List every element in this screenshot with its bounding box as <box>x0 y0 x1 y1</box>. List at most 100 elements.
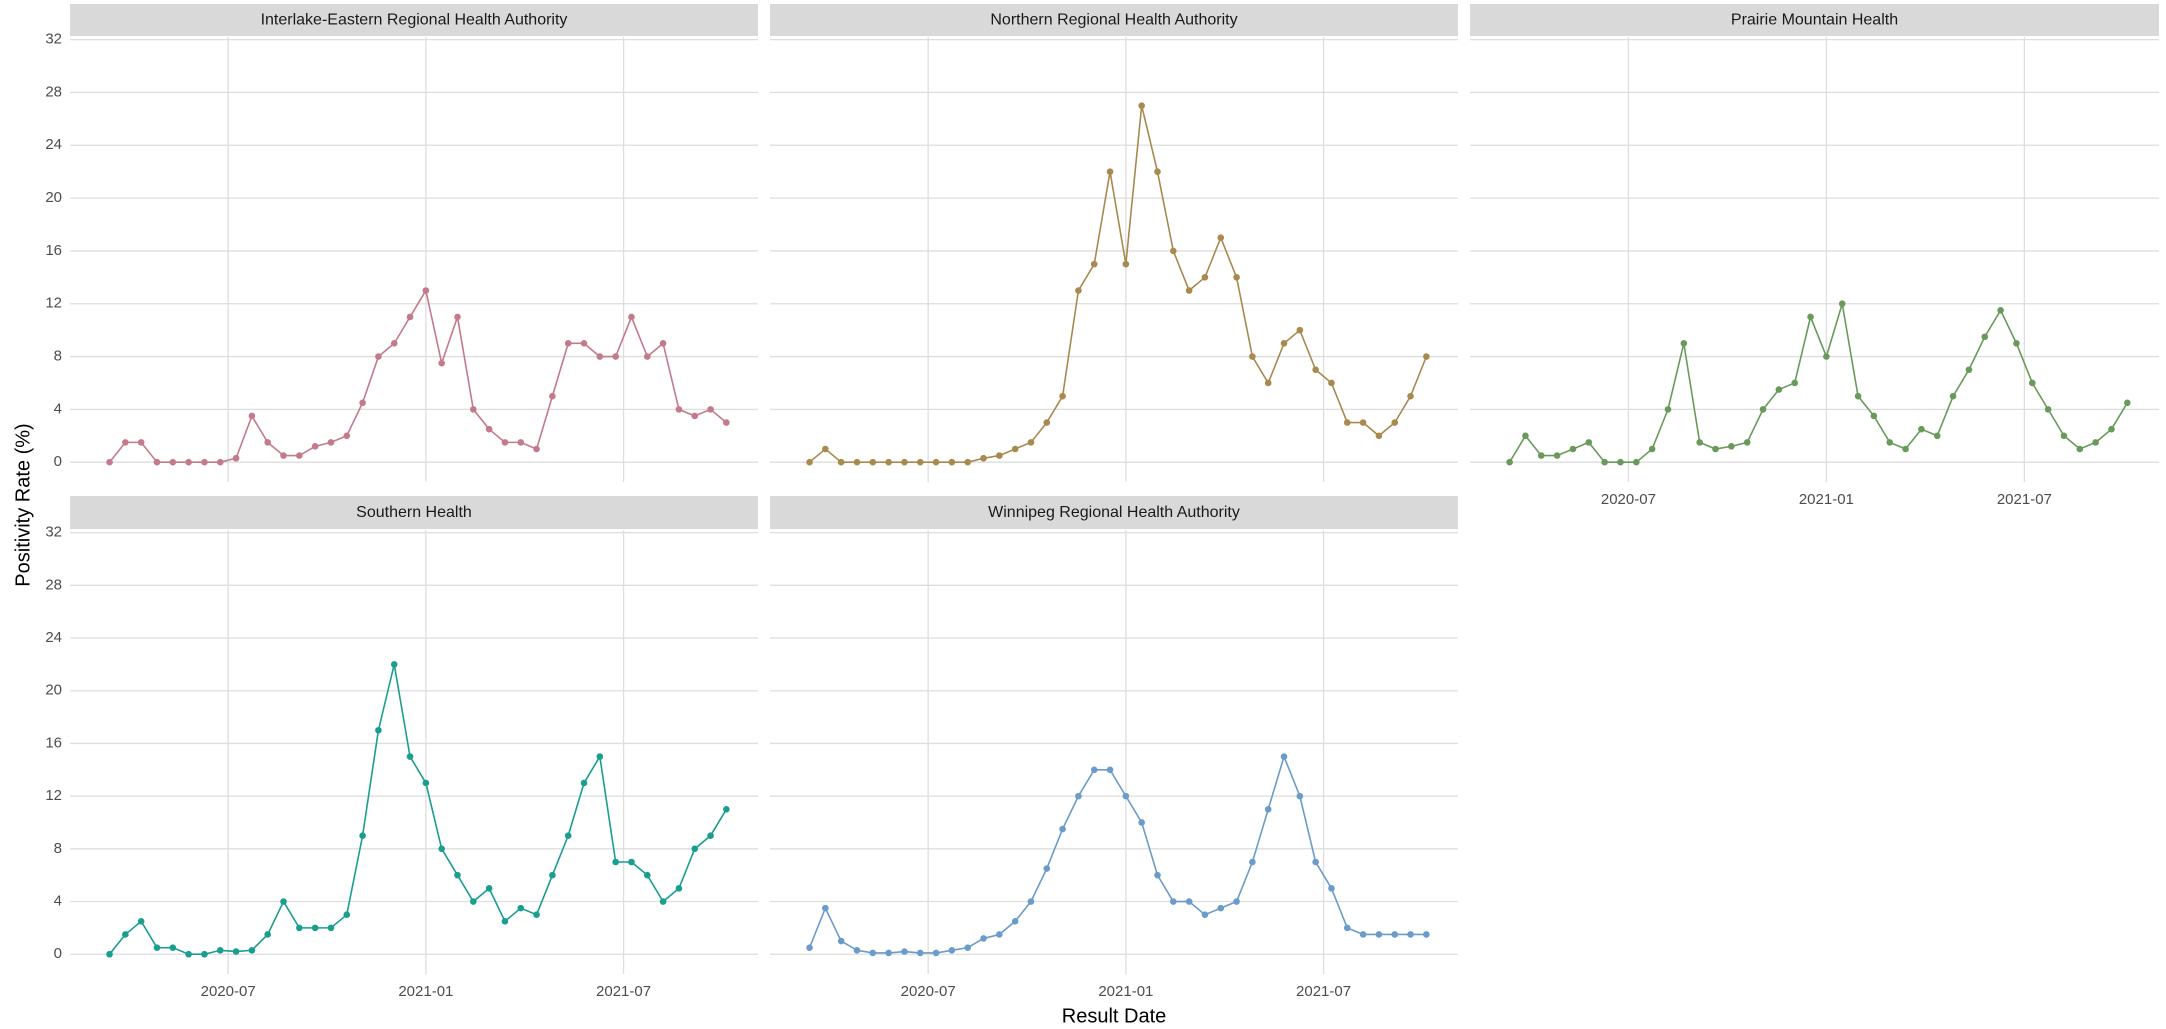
data-point <box>2092 439 2099 446</box>
data-point <box>438 359 445 367</box>
data-point <box>1233 274 1240 281</box>
y-tick-label: 4 <box>54 893 62 910</box>
y-tick-label: 16 <box>45 734 62 751</box>
data-point <box>2108 425 2115 433</box>
data-point <box>1664 406 1672 413</box>
data-point <box>1617 458 1624 466</box>
series-line <box>1508 303 2129 463</box>
x-tick-label: 2021-07 <box>596 983 651 1000</box>
data-point <box>675 885 683 892</box>
data-point <box>1090 260 1098 268</box>
data-point <box>1343 924 1351 932</box>
data-point <box>996 931 1003 938</box>
data-point <box>106 458 113 466</box>
data-point <box>916 458 924 466</box>
data-point <box>628 858 635 866</box>
data-point <box>1154 168 1161 175</box>
data-point <box>422 779 430 787</box>
data-point <box>1138 102 1145 109</box>
data-point <box>964 944 972 951</box>
data-point <box>948 946 956 954</box>
data-point <box>1249 858 1256 866</box>
data-point <box>296 924 303 932</box>
data-point <box>691 845 699 853</box>
data-point <box>869 949 877 957</box>
data-point <box>1170 898 1177 905</box>
data-point <box>1759 406 1767 413</box>
y-tick-label: 28 <box>45 576 62 593</box>
data-point <box>122 439 129 446</box>
data-point <box>106 950 113 958</box>
data-point <box>248 946 256 954</box>
data-point <box>153 458 161 466</box>
data-point <box>1696 439 1703 446</box>
data-point <box>806 944 813 951</box>
data-point <box>806 458 813 466</box>
data-point <box>1506 458 1513 466</box>
data-point <box>1902 445 1909 453</box>
data-point <box>612 353 619 360</box>
data-point <box>723 806 730 813</box>
data-point <box>596 353 604 360</box>
data-point <box>1027 898 1035 905</box>
y-tick-label: 4 <box>54 400 62 417</box>
data-point <box>1423 931 1430 938</box>
y-tick-label: 24 <box>45 136 62 153</box>
data-point <box>1249 353 1256 360</box>
data-point <box>1138 819 1145 826</box>
data-point <box>248 412 256 420</box>
strip <box>1470 4 2159 36</box>
data-point <box>533 445 540 453</box>
data-point <box>1359 419 1367 426</box>
y-tick-label: 12 <box>45 295 62 312</box>
data-point <box>1680 340 1688 347</box>
y-tick-label: 0 <box>54 453 62 470</box>
y-tick-label: 28 <box>45 83 62 100</box>
data-point <box>359 399 366 407</box>
data-point <box>1027 439 1035 446</box>
data-point <box>901 948 908 955</box>
data-point <box>1918 425 1925 433</box>
data-point <box>201 950 208 958</box>
data-point <box>1997 307 2004 314</box>
data-point <box>1201 911 1209 919</box>
data-point <box>1122 260 1130 268</box>
data-point <box>980 935 987 942</box>
x-tick-label: 2021-01 <box>1098 983 1153 1000</box>
data-point <box>153 944 161 951</box>
data-point <box>1280 340 1288 347</box>
y-axis-title: Positivity Rate (%) <box>12 423 34 586</box>
data-point <box>1423 353 1430 360</box>
data-point <box>1633 458 1640 466</box>
data-point <box>885 949 892 957</box>
data-point <box>137 917 145 925</box>
data-point <box>1106 168 1114 175</box>
strip <box>770 496 1458 529</box>
data-point <box>1312 858 1319 866</box>
data-point <box>1886 439 1894 446</box>
data-point <box>1838 300 1846 308</box>
data-point <box>1601 458 1608 466</box>
data-point <box>375 353 382 360</box>
data-point <box>1296 792 1304 800</box>
data-point <box>837 937 845 945</box>
data-point <box>853 458 861 466</box>
data-point <box>643 871 651 879</box>
x-tick-label: 2021-07 <box>1296 983 1351 1000</box>
data-point <box>327 439 335 446</box>
data-point <box>707 406 714 413</box>
x-tick-label: 2020-07 <box>1601 491 1656 508</box>
y-tick-label: 32 <box>45 31 62 48</box>
series-line <box>808 754 1427 954</box>
data-point <box>406 753 414 760</box>
data-point <box>643 353 651 360</box>
data-point <box>822 904 829 912</box>
data-point <box>1359 931 1367 938</box>
data-point <box>1059 825 1066 833</box>
data-point <box>264 931 272 938</box>
data-point <box>1312 366 1319 374</box>
data-point <box>359 832 366 839</box>
data-point <box>438 845 445 853</box>
data-point <box>485 425 493 433</box>
strip <box>70 496 758 529</box>
